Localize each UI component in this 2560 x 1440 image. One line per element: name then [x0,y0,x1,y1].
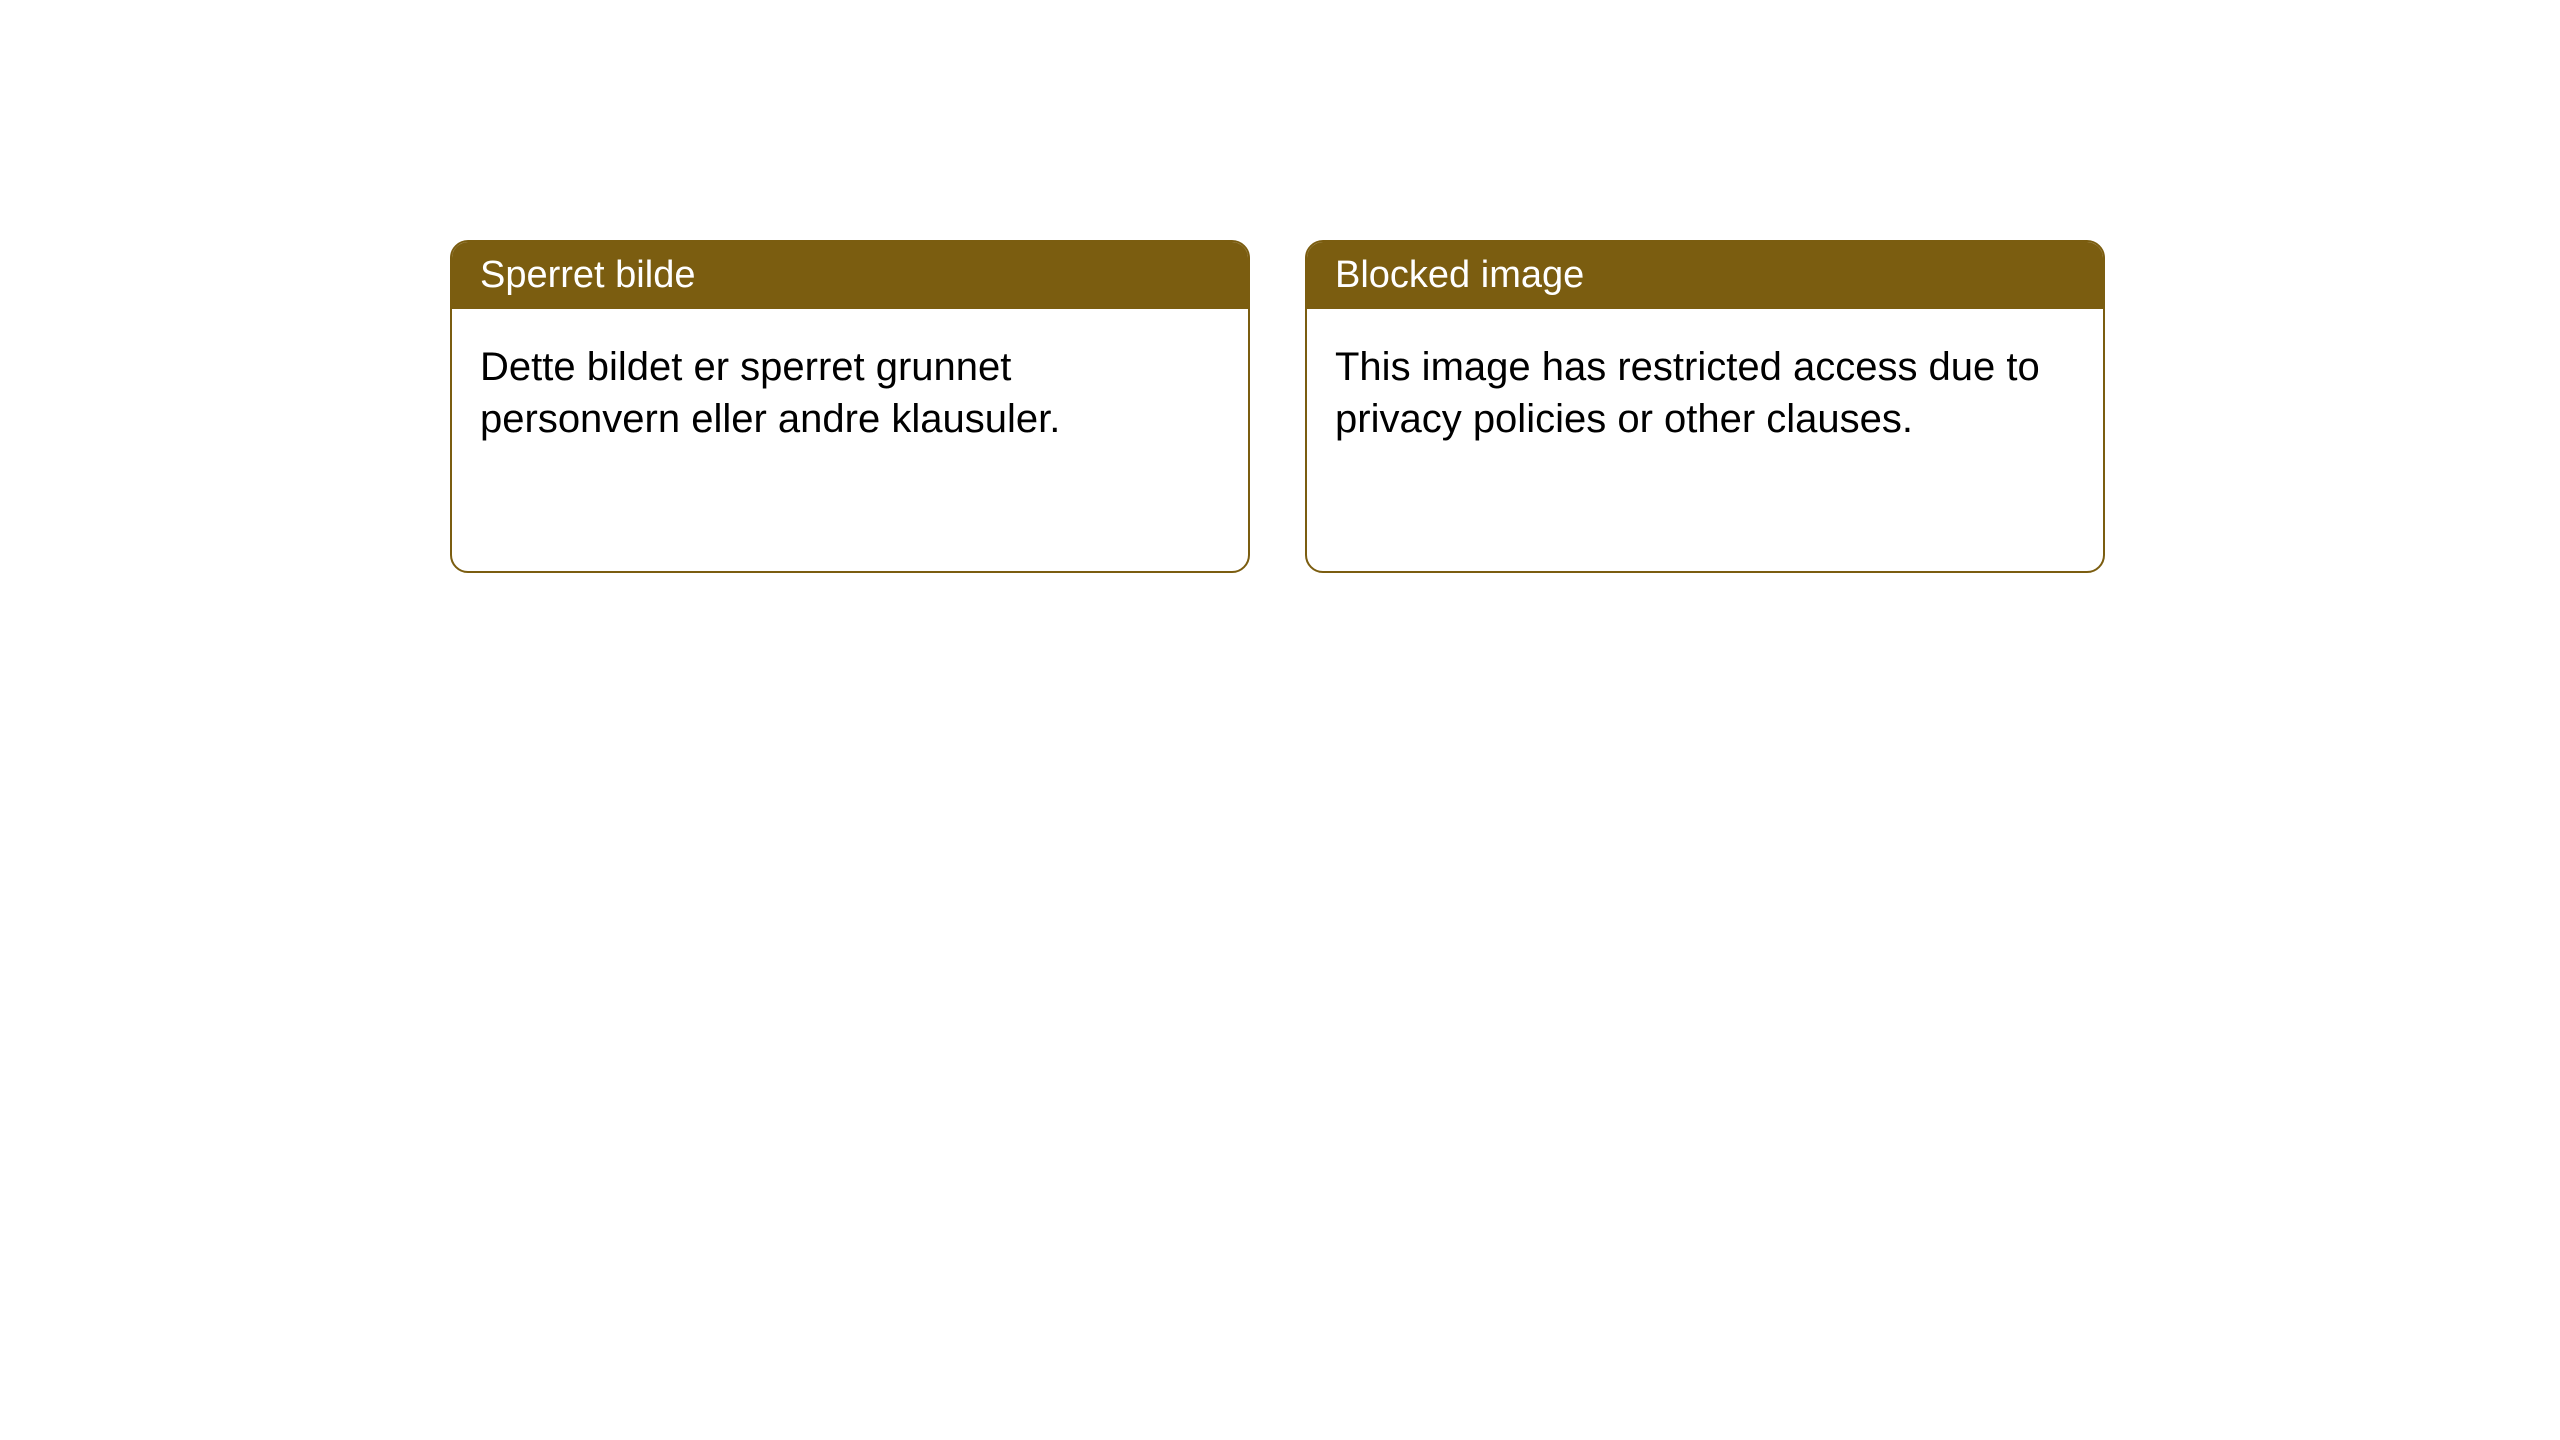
card-body-text: This image has restricted access due to … [1335,345,2040,441]
notice-card-english: Blocked image This image has restricted … [1305,240,2105,573]
card-header: Sperret bilde [452,242,1248,309]
card-title: Sperret bilde [480,254,695,296]
card-body: Dette bildet er sperret grunnet personve… [452,309,1248,477]
notice-cards-container: Sperret bilde Dette bildet er sperret gr… [450,240,2560,573]
notice-card-norwegian: Sperret bilde Dette bildet er sperret gr… [450,240,1250,573]
card-title: Blocked image [1335,254,1584,296]
card-header: Blocked image [1307,242,2103,309]
card-body: This image has restricted access due to … [1307,309,2103,477]
card-body-text: Dette bildet er sperret grunnet personve… [480,345,1060,441]
